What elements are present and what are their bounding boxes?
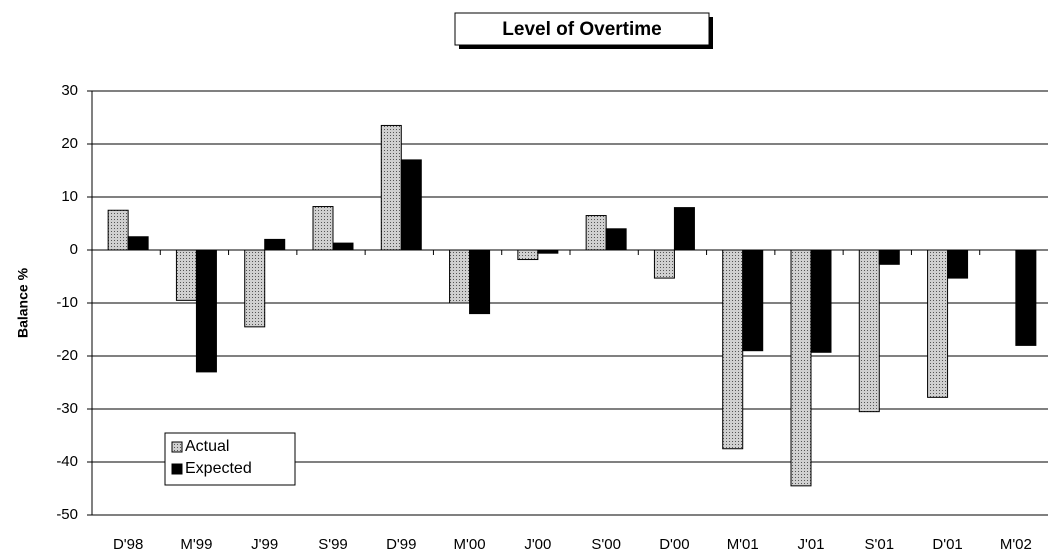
- title-box: [454, 12, 710, 46]
- x-tick-label: S'00: [591, 536, 621, 552]
- x-tick-label: J'01: [797, 536, 824, 552]
- y-tick-label: 10: [61, 188, 78, 205]
- bar: [469, 249, 491, 315]
- bar: [1015, 249, 1037, 346]
- legend-box: [164, 432, 296, 486]
- bar: [312, 206, 334, 251]
- bar: [722, 249, 744, 450]
- x-tick-label: D'00: [659, 536, 689, 552]
- bar: [605, 228, 627, 251]
- x-tick-label: D'99: [386, 536, 416, 552]
- x-tick-label: J'99: [251, 536, 278, 552]
- chart-title: Level of Overtime: [502, 19, 661, 40]
- x-tick-label: M'00: [454, 536, 486, 552]
- y-axis-label: Balance %: [15, 267, 31, 338]
- bar: [947, 249, 969, 279]
- x-tick-label: M'01: [727, 536, 759, 552]
- bar: [127, 236, 149, 251]
- y-tick-label: -20: [56, 347, 78, 364]
- bar: [927, 249, 949, 398]
- x-tick-label: M'02: [1000, 536, 1032, 552]
- bar: [380, 124, 402, 251]
- bar: [653, 249, 675, 279]
- bar: [878, 249, 900, 265]
- bar: [107, 209, 129, 251]
- y-tick-label: -50: [56, 506, 78, 523]
- bar: [742, 249, 764, 352]
- bar: [264, 238, 286, 251]
- bar: [810, 249, 832, 353]
- bar: [195, 249, 217, 373]
- y-tick-label: -30: [56, 400, 78, 417]
- bar: [449, 249, 471, 304]
- legend-label: Actual: [185, 438, 229, 455]
- x-tick-label: D'98: [113, 536, 143, 552]
- bar: [790, 249, 812, 487]
- x-tick-label: M'99: [180, 536, 212, 552]
- legend-label: Expected: [185, 460, 252, 477]
- x-tick-label: S'99: [318, 536, 348, 552]
- x-tick-label: D'01: [932, 536, 962, 552]
- bar: [517, 249, 539, 261]
- bar: [400, 159, 422, 251]
- bar: [858, 249, 880, 413]
- y-tick-label: -10: [56, 294, 78, 311]
- y-tick-label: -40: [56, 453, 78, 470]
- y-tick-label: 30: [61, 82, 78, 99]
- legend-swatch: [171, 463, 183, 475]
- y-tick-label: 0: [70, 241, 78, 258]
- bar: [332, 242, 354, 251]
- bar: [585, 215, 607, 251]
- bar: [244, 249, 266, 328]
- bar: [175, 249, 197, 301]
- bar: [673, 207, 695, 251]
- legend-swatch: [171, 441, 183, 453]
- x-tick-label: J'00: [524, 536, 551, 552]
- y-tick-label: 20: [61, 135, 78, 152]
- x-tick-label: S'01: [865, 536, 895, 552]
